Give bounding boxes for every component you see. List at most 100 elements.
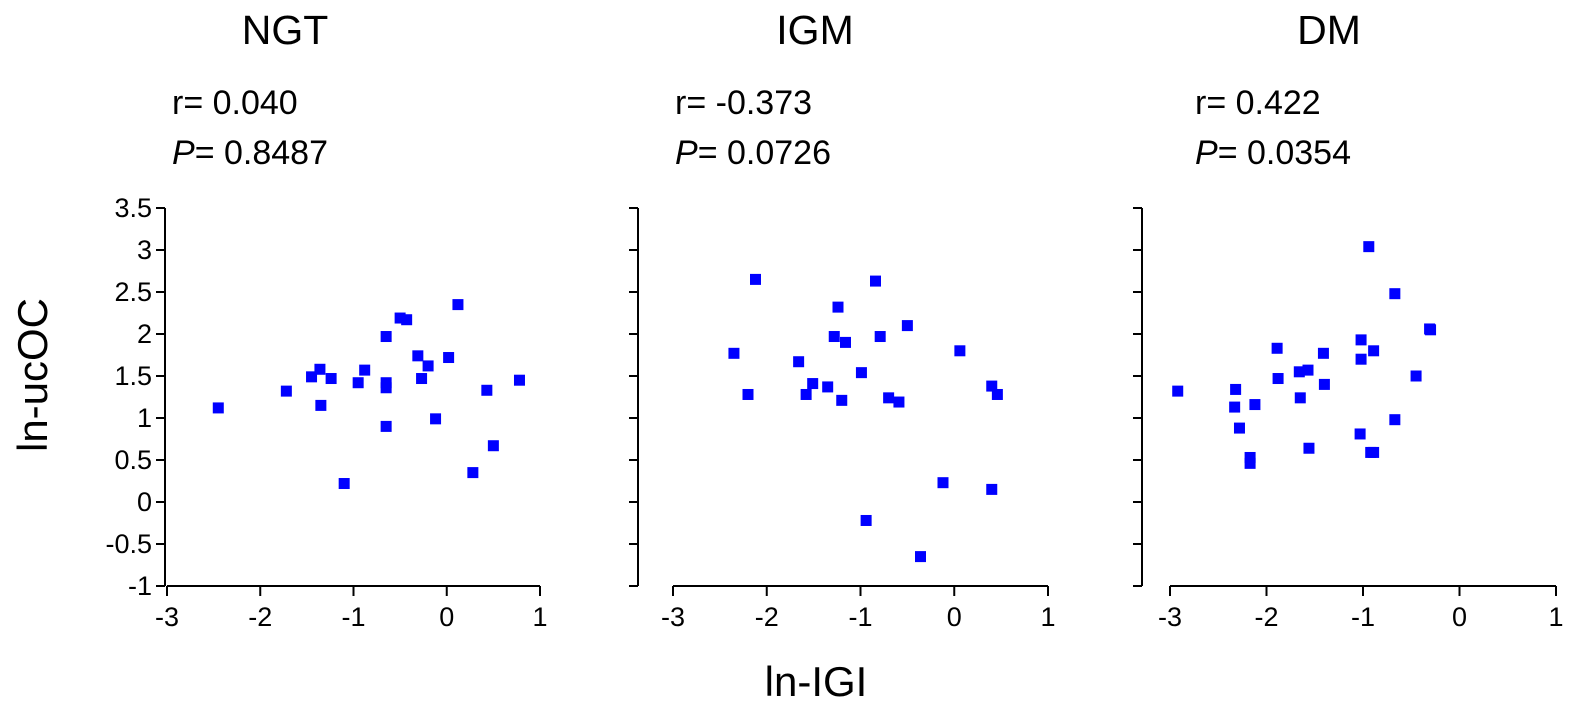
r-value: r= 0.040 <box>172 84 298 122</box>
y-tick-label: 3 <box>137 235 152 265</box>
x-tick-label: 1 <box>1548 602 1563 632</box>
data-point <box>1363 241 1375 253</box>
data-point <box>807 378 819 390</box>
data-point <box>870 275 881 287</box>
data-point <box>893 396 905 408</box>
data-point <box>212 402 224 414</box>
data-point <box>860 514 872 526</box>
data-point <box>314 363 326 375</box>
data-point <box>954 345 966 357</box>
data-point <box>1294 392 1306 404</box>
x-tick-label: 0 <box>947 602 962 632</box>
data-point <box>822 381 834 393</box>
data-point <box>855 367 867 379</box>
data-point <box>443 352 455 364</box>
data-point <box>1271 342 1283 354</box>
y-axis-label: ln-ucOC <box>9 298 56 452</box>
data-point <box>1302 364 1314 376</box>
panel-igm: IGM r= -0.373 P= 0.0726 -3 -2 -1 0 1 <box>629 7 1056 632</box>
data-point <box>1229 401 1241 413</box>
data-point <box>901 320 913 332</box>
x-tick-label: -2 <box>248 602 272 632</box>
p-number: = 0.8487 <box>195 134 328 172</box>
data-point <box>380 382 392 394</box>
data-point <box>874 331 886 343</box>
x-tick-label: 0 <box>1452 602 1467 632</box>
data-point <box>1244 451 1256 463</box>
p-symbol: P <box>1195 134 1218 172</box>
panel-ngt: NGT r= 0.040 P= 0.8487 -1 -0.5 0 0.5 1 1.5 2 2.5 3 3… <box>105 7 547 632</box>
data-point <box>422 360 434 372</box>
data-point <box>315 399 327 411</box>
data-point <box>467 467 479 479</box>
p-number: = 0.0354 <box>1218 134 1351 172</box>
data-point <box>1389 288 1401 300</box>
p-value: P= 0.8487 <box>172 134 328 172</box>
data-point <box>306 371 318 383</box>
data-point <box>1233 422 1245 434</box>
x-tick-label: -2 <box>755 602 779 632</box>
data-point <box>1249 399 1261 411</box>
data-point <box>401 314 413 326</box>
data-point <box>883 392 895 404</box>
y-tick-label: 2.5 <box>114 277 152 307</box>
y-tick-label: 1 <box>137 403 152 433</box>
x-tick-label: 1 <box>532 602 547 632</box>
x-tick-label: -1 <box>848 602 872 632</box>
data-point <box>1317 347 1329 359</box>
y-tick-label: -1 <box>128 571 152 601</box>
y-tick-label: 0.5 <box>114 445 152 475</box>
x-tick-label: -3 <box>661 602 685 632</box>
y-tick-label: 0 <box>137 487 152 517</box>
y-tick-label: 1.5 <box>114 361 152 391</box>
data-point <box>1230 383 1242 395</box>
data-point <box>481 384 493 396</box>
data-point <box>836 394 848 406</box>
data-point <box>742 388 754 400</box>
p-number: = 0.0726 <box>698 134 831 172</box>
data-point <box>840 336 851 348</box>
data-point <box>1354 428 1366 440</box>
x-tick-label: 0 <box>439 602 454 632</box>
data-point <box>380 420 392 432</box>
data-point <box>487 440 499 452</box>
data-point <box>1355 353 1367 365</box>
data-point <box>1244 457 1256 469</box>
data-point <box>513 374 525 386</box>
p-value: P= 0.0726 <box>675 134 831 172</box>
data-point <box>1425 324 1437 336</box>
p-symbol: P <box>675 134 698 172</box>
data-point <box>1318 378 1330 390</box>
data-point <box>1303 442 1315 454</box>
data-point <box>1355 334 1367 346</box>
x-tick-label: -3 <box>1158 602 1182 632</box>
x-tick-label: -1 <box>341 602 365 632</box>
data-point <box>832 301 844 313</box>
x-tick-label: -3 <box>155 602 179 632</box>
data-point <box>1368 446 1380 458</box>
data-point <box>430 413 442 425</box>
data-point <box>280 385 292 397</box>
x-tick-label: -2 <box>1254 602 1278 632</box>
panel-title: DM <box>1297 7 1361 53</box>
data-point <box>338 478 350 490</box>
data-point <box>352 377 364 389</box>
data-point <box>412 350 424 362</box>
data-point <box>1172 385 1184 397</box>
data-point <box>991 388 1003 400</box>
panel-title: IGM <box>776 7 853 53</box>
data-point <box>915 551 926 563</box>
data-point <box>1389 414 1401 426</box>
data-point <box>1293 366 1305 378</box>
data-point <box>750 273 761 285</box>
panel-title: NGT <box>242 7 329 53</box>
data-point <box>793 356 805 368</box>
x-axis-label: ln-IGI <box>765 658 868 705</box>
data-point <box>1410 370 1422 382</box>
data-point <box>1368 345 1380 357</box>
data-point <box>1272 373 1284 385</box>
x-tick-label: 1 <box>1040 602 1055 632</box>
data-point <box>359 364 371 376</box>
